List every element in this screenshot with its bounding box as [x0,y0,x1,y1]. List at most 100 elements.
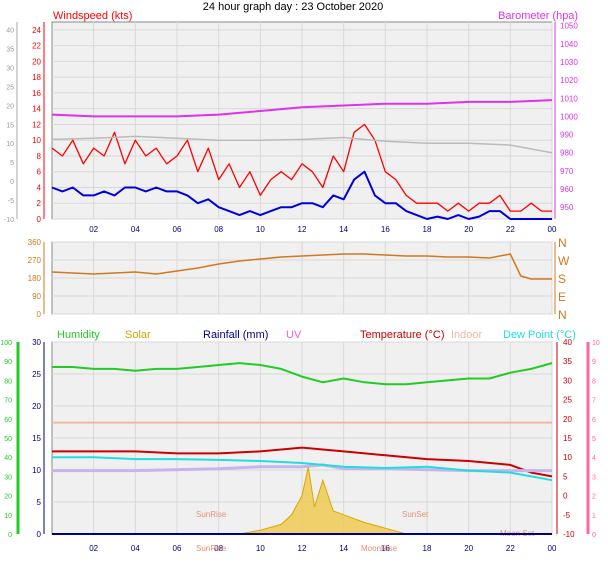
x-tick-label: 08 [214,544,223,553]
barometer-tick-label: 1030 [560,58,578,67]
temp-tick-label: 5 [563,472,568,481]
wind-tick-label: 20 [32,57,41,66]
uv-tick-label: 2 [592,494,596,501]
humidity-tick-label: 100 [0,340,12,347]
barometer-tick-label: 950 [560,203,574,212]
x-tick-label: 00 [548,544,557,553]
x-tick-label: 16 [381,544,390,553]
humidity-tick-label: 20 [4,494,12,501]
direction-tick-label: 0 [37,310,42,319]
compass-label: S [558,272,566,286]
compass-label: N [558,236,567,250]
outer-tick-label: 0 [10,179,14,186]
direction-tick-label: 90 [32,292,41,301]
barometer-tick-label: 1040 [560,40,578,49]
wind-tick-label: 18 [32,73,41,82]
barometer-tick-label: 1000 [560,112,578,121]
left-axis-area [0,20,50,220]
wind-pressure-panel: 2422201816141210864204035302520151050-5-… [0,10,578,234]
x-tick-label: 14 [339,544,348,553]
humidity-tick-label: 30 [4,474,12,481]
temp-tick-label: 25 [563,396,572,405]
x-tick-label: 14 [339,225,348,234]
wind-tick-label: 6 [37,168,42,177]
humidity-tick-label: 40 [4,455,12,462]
series-gust [51,123,552,212]
outer-tick-label: 5 [10,160,14,167]
barometer-tick-label: 990 [560,131,574,140]
humidity-tick-label: 90 [4,359,12,366]
temp-tick-label: 40 [563,338,572,347]
x-tick-label: 20 [464,544,473,553]
sun-moon-annotation: SunRise [196,544,227,553]
wind-tick-label: 10 [32,136,41,145]
legend-entry: Indoor [451,329,483,341]
sun-moon-annotation: SunRise [196,510,227,519]
rain-tick-label: 30 [32,338,41,347]
barometer-tick-label: 1050 [560,22,578,31]
x-tick-label: 04 [131,225,140,234]
uv-tick-label: 5 [592,436,596,443]
series-direction [51,253,552,280]
x-tick-label: 08 [214,225,223,234]
compass-label: E [558,290,566,304]
x-tick-label: 10 [256,544,265,553]
uv-tick-label: 3 [592,474,596,481]
legend-entry: Temperature (°C) [360,329,444,341]
x-tick-label: 04 [131,544,140,553]
outer-tick-label: -5 [8,198,14,205]
legend-entry: UV [286,329,302,341]
series-avg [51,170,552,220]
wind-tick-label: 14 [32,105,41,114]
outer-tick-label: 15 [6,122,14,129]
wind-tick-label: 12 [32,120,41,129]
humidity-tick-label: 50 [4,436,12,443]
humidity-tick-label: 70 [4,398,12,405]
outer-tick-label: 30 [6,65,14,72]
rain-tick-label: 20 [32,402,41,411]
temp-tick-label: 0 [563,492,568,501]
uv-tick-label: 7 [592,398,596,405]
legend-entry: Humidity [57,329,100,341]
rain-tick-label: 5 [37,498,42,507]
x-tick-label: 18 [423,544,432,553]
series-dew_point [52,456,553,482]
rain-tick-label: 0 [37,530,42,539]
temp-tick-label: 15 [563,434,572,443]
sun-moon-annotation: SunSet [402,510,429,519]
x-tick-label: 22 [506,225,515,234]
temp-tick-label: -10 [563,530,575,539]
outer-tick-label: 35 [6,47,14,54]
x-tick-label: 22 [506,544,515,553]
temp-tick-label: 20 [563,415,572,424]
rain-tick-label: 25 [32,370,41,379]
rain-tick-label: 15 [32,434,41,443]
wind-tick-label: 22 [32,42,41,51]
x-tick-label: 16 [381,225,390,234]
temp-humidity-panel: 1009080706050403020100302520151050403530… [0,329,600,553]
x-tick-label: 06 [173,225,182,234]
page-title: 24 hour graph day : 23 October 2020 [203,1,383,13]
rain-tick-label: 10 [32,466,41,475]
uv-tick-label: 1 [592,513,596,520]
temp-tick-label: 35 [563,357,572,366]
x-tick-label: 12 [298,225,307,234]
outer-tick-label: 20 [6,103,14,110]
series-barometer [51,99,553,118]
outer-tick-label: 10 [6,141,14,148]
series-temperature [52,446,553,478]
wind-tick-label: 16 [32,89,41,98]
x-tick-label: 00 [548,225,557,234]
wind-tick-label: 24 [32,26,41,35]
outer-tick-label: 40 [6,28,14,35]
x-tick-label: 20 [464,225,473,234]
series-solar [239,466,407,535]
windspeed-axis-label: Windspeed (kts) [53,10,132,22]
outer-tick-label: 25 [6,84,14,91]
series-grey_trace [51,135,553,154]
uv-tick-label: 6 [592,417,596,424]
direction-tick-label: 270 [28,256,42,265]
